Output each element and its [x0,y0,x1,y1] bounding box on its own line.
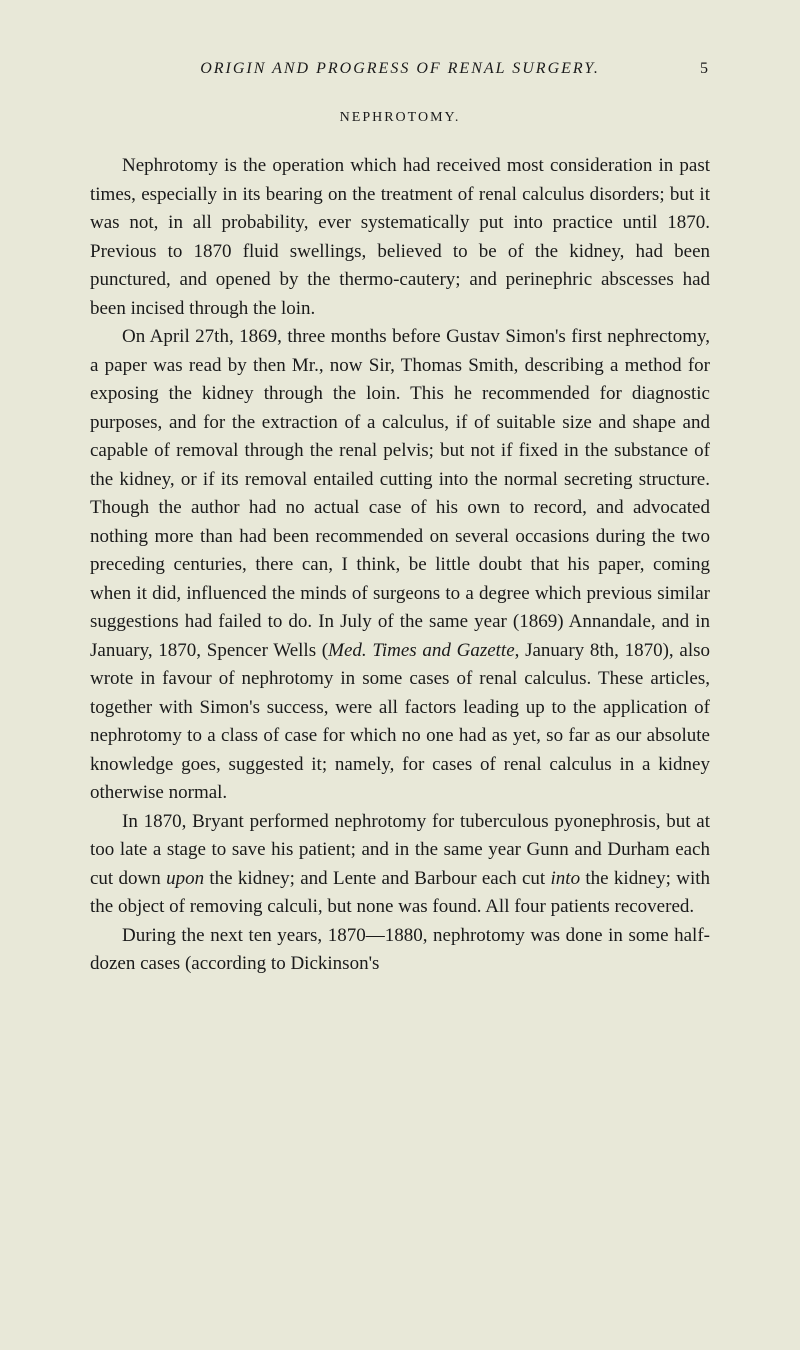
running-head: ORIGIN AND PROGRESS OF RENAL SURGERY. 5 [90,60,710,78]
page-number: 5 [700,60,710,78]
section-title: NEPHROTOMY. [90,110,710,126]
paragraph-2-italic-1: Med. Times and Gazette [328,640,515,661]
paragraph-3-italic-1: upon [166,868,204,889]
paragraph-1: Nephrotomy is the operation which had re… [90,152,710,323]
paragraph-4: During the next ten years, 1870—1880, ne… [90,922,710,979]
paragraph-3-part-b: the kidney; and Lente and Barbour each c… [204,868,550,889]
paragraph-2: On April 27th, 1869, three months before… [90,323,710,808]
running-head-text: ORIGIN AND PROGRESS OF RENAL SURGERY. [200,60,600,77]
paragraph-2-part-b: , January 8th, 1870), also wrote in favo… [90,640,710,804]
paragraph-2-part-a: On April 27th, 1869, three months before… [90,326,710,661]
paragraph-3: In 1870, Bryant performed nephrotomy for… [90,808,710,922]
paragraph-3-italic-2: into [551,868,581,889]
